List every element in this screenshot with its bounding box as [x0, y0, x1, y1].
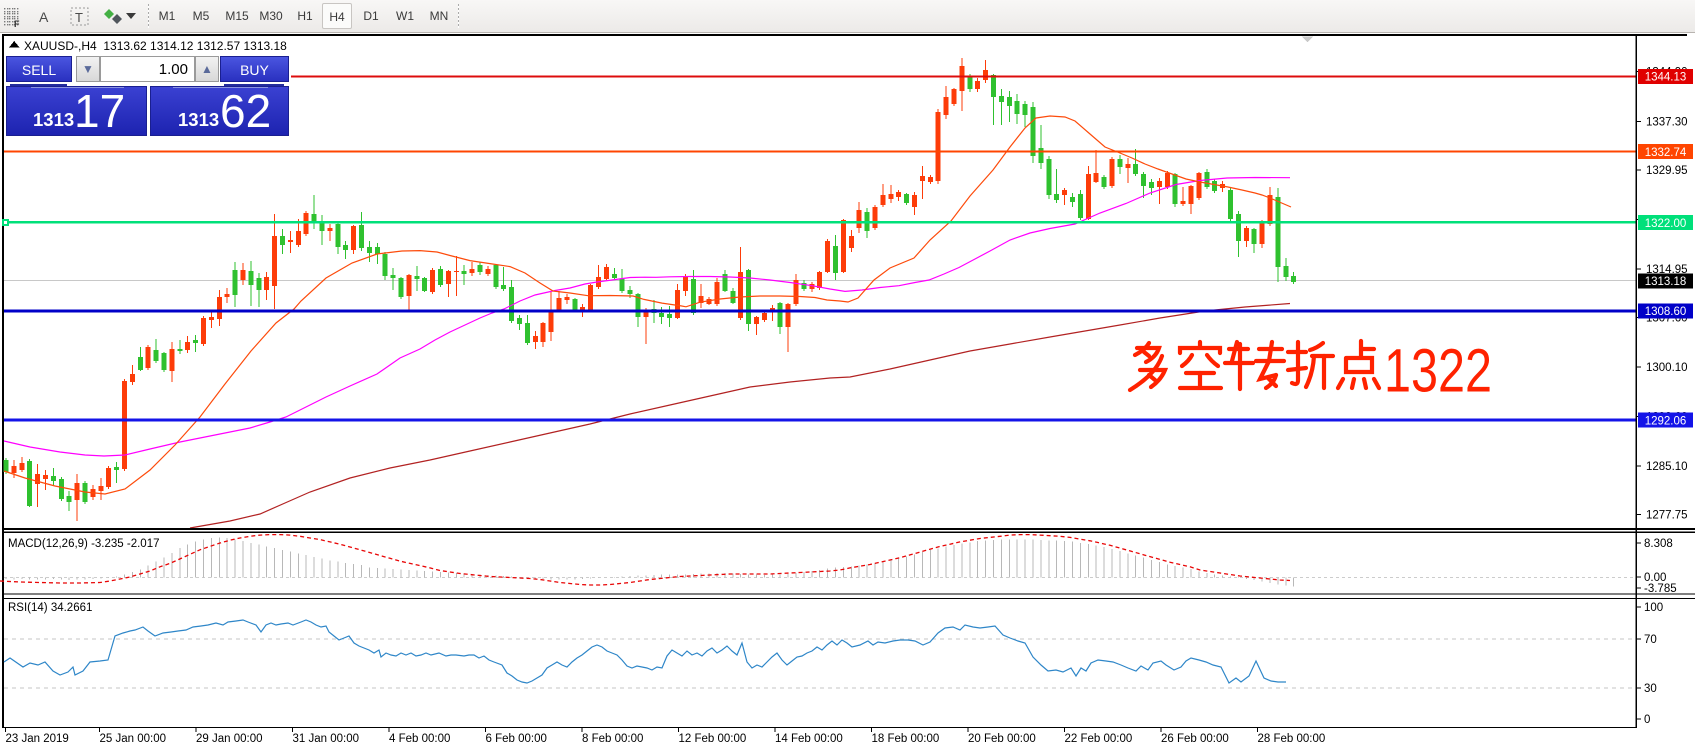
svg-text:23 Jan 2019: 23 Jan 2019	[6, 733, 69, 745]
svg-text:29 Jan 00:00: 29 Jan 00:00	[196, 733, 263, 745]
svg-text:8 Feb 00:00: 8 Feb 00:00	[582, 733, 643, 745]
svg-text:1322: 1322	[1384, 337, 1492, 401]
svg-text:1314.95: 1314.95	[1646, 264, 1688, 276]
svg-text:1322.00: 1322.00	[1645, 218, 1687, 230]
svg-text:0: 0	[1644, 714, 1650, 726]
svg-text:14 Feb 00:00: 14 Feb 00:00	[775, 733, 843, 745]
svg-text:25 Jan 00:00: 25 Jan 00:00	[100, 733, 167, 745]
svg-text:-3.785: -3.785	[1644, 583, 1677, 595]
svg-text:18 Feb 00:00: 18 Feb 00:00	[872, 733, 940, 745]
svg-text:70: 70	[1644, 634, 1657, 646]
svg-text:12 Feb 00:00: 12 Feb 00:00	[679, 733, 747, 745]
svg-text:A: A	[39, 9, 49, 25]
svg-text:100: 100	[1644, 602, 1663, 614]
svg-text:1337.30: 1337.30	[1646, 117, 1688, 129]
svg-text:1292.06: 1292.06	[1645, 415, 1687, 427]
svg-text:1329.95: 1329.95	[1646, 165, 1688, 177]
svg-text:1285.10: 1285.10	[1646, 461, 1688, 473]
svg-text:1277.75: 1277.75	[1646, 510, 1688, 522]
svg-text:20 Feb 00:00: 20 Feb 00:00	[968, 733, 1036, 745]
svg-text:MACD(12,26,9) -3.235 -2.017: MACD(12,26,9) -3.235 -2.017	[8, 538, 160, 550]
svg-text:0.00: 0.00	[1644, 572, 1666, 584]
svg-text:1308.60: 1308.60	[1645, 306, 1687, 318]
svg-text:1332.74: 1332.74	[1645, 147, 1687, 159]
svg-text:RSI(14) 34.2661: RSI(14) 34.2661	[8, 602, 92, 614]
svg-text:T: T	[75, 10, 83, 25]
svg-text:31 Jan 00:00: 31 Jan 00:00	[293, 733, 360, 745]
svg-text:F: F	[14, 19, 20, 29]
svg-text:8.308: 8.308	[1644, 538, 1673, 550]
svg-text:30: 30	[1644, 683, 1657, 695]
svg-text:22 Feb 00:00: 22 Feb 00:00	[1065, 733, 1133, 745]
svg-text:6 Feb 00:00: 6 Feb 00:00	[486, 733, 547, 745]
svg-text:28 Feb 00:00: 28 Feb 00:00	[1258, 733, 1326, 745]
svg-text:1313.18: 1313.18	[1645, 276, 1687, 288]
svg-text:XAUUSD-,H4 1313.62 1314.12 13: XAUUSD-,H4 1313.62 1314.12 1312.57 1313.…	[24, 39, 287, 53]
svg-text:4 Feb 00:00: 4 Feb 00:00	[389, 733, 450, 745]
svg-text:1344.13: 1344.13	[1645, 72, 1687, 84]
svg-text:1300.10: 1300.10	[1646, 362, 1688, 374]
svg-text:26 Feb 00:00: 26 Feb 00:00	[1161, 733, 1229, 745]
